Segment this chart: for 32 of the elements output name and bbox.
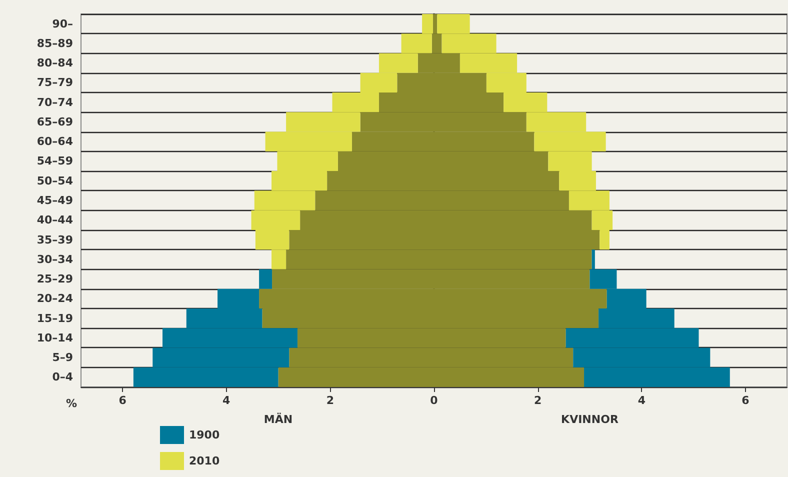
text: KVINNOR: [561, 413, 619, 426]
y-tick-label: 40–44: [36, 214, 74, 227]
y-tick-label: 50–54: [36, 174, 74, 188]
text: MÄN: [264, 412, 293, 426]
y-tick-label: 30–34: [36, 252, 74, 266]
x-tick-label: 2: [534, 394, 542, 407]
x-axis-title: %: [66, 397, 78, 410]
y-tick-label: 15–19: [36, 312, 73, 325]
y-tick-label: 5–9: [52, 351, 73, 364]
legend-label: 1900: [189, 428, 220, 442]
y-tick-label: 90–: [52, 17, 73, 30]
x-tick-label: 6: [118, 394, 127, 407]
bar: [259, 269, 272, 289]
x-tick-label: 0: [430, 394, 438, 407]
y-tick-label: 70–74: [36, 96, 74, 109]
y-tick-label: 20–24: [36, 292, 74, 306]
y-tick-label: 60–64: [36, 135, 74, 148]
y-tick-label: 10–14: [36, 331, 74, 344]
x-tick-label: 4: [222, 394, 231, 407]
x-tick-label: 6: [742, 394, 750, 407]
legend-label: 2010: [189, 454, 220, 468]
y-tick-label: 75–79: [36, 76, 73, 90]
y-tick-label: 45–49: [36, 194, 73, 207]
y-tick-label: 65–69: [36, 115, 73, 128]
y-tick-label: 54–59: [36, 154, 73, 168]
y-tick-label: 35–39: [36, 233, 73, 246]
x-tick-label: 4: [638, 394, 646, 407]
y-tick-label: 25–29: [36, 272, 73, 286]
y-tick-label: 0–4: [52, 370, 74, 384]
y-tick-label: 85–89: [36, 36, 73, 50]
y-tick-label: 80–84: [36, 56, 74, 70]
x-tick-label: 2: [326, 394, 334, 407]
